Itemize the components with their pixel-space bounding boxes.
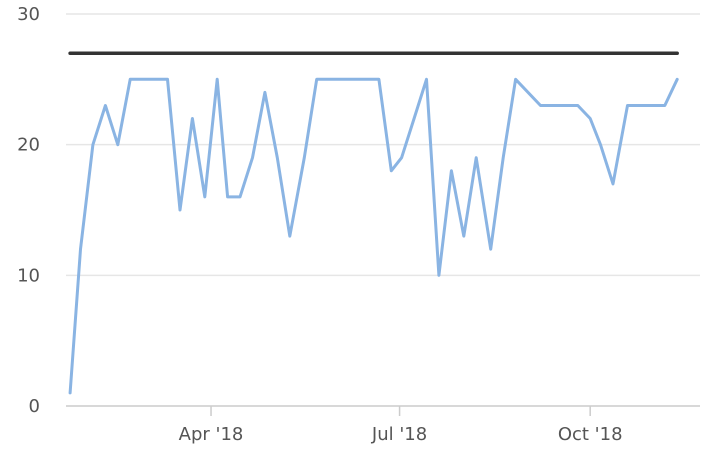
x-tick-label: Jul '18 xyxy=(371,424,427,445)
series-line-0 xyxy=(68,77,679,395)
series-layer xyxy=(68,51,679,395)
x-axis xyxy=(66,405,700,416)
grid-lines xyxy=(66,13,700,277)
y-tick-label: 30 xyxy=(17,4,40,25)
x-tick-label: Oct '18 xyxy=(558,424,623,445)
y-tick-label: 0 xyxy=(29,396,40,417)
y-tick-label: 10 xyxy=(17,265,40,286)
x-tick-label: Apr '18 xyxy=(179,424,244,445)
tick-labels: 0 10 20 30 Apr '18 Jul '18 Oct '18 xyxy=(17,4,622,445)
y-tick-label: 20 xyxy=(17,135,40,156)
